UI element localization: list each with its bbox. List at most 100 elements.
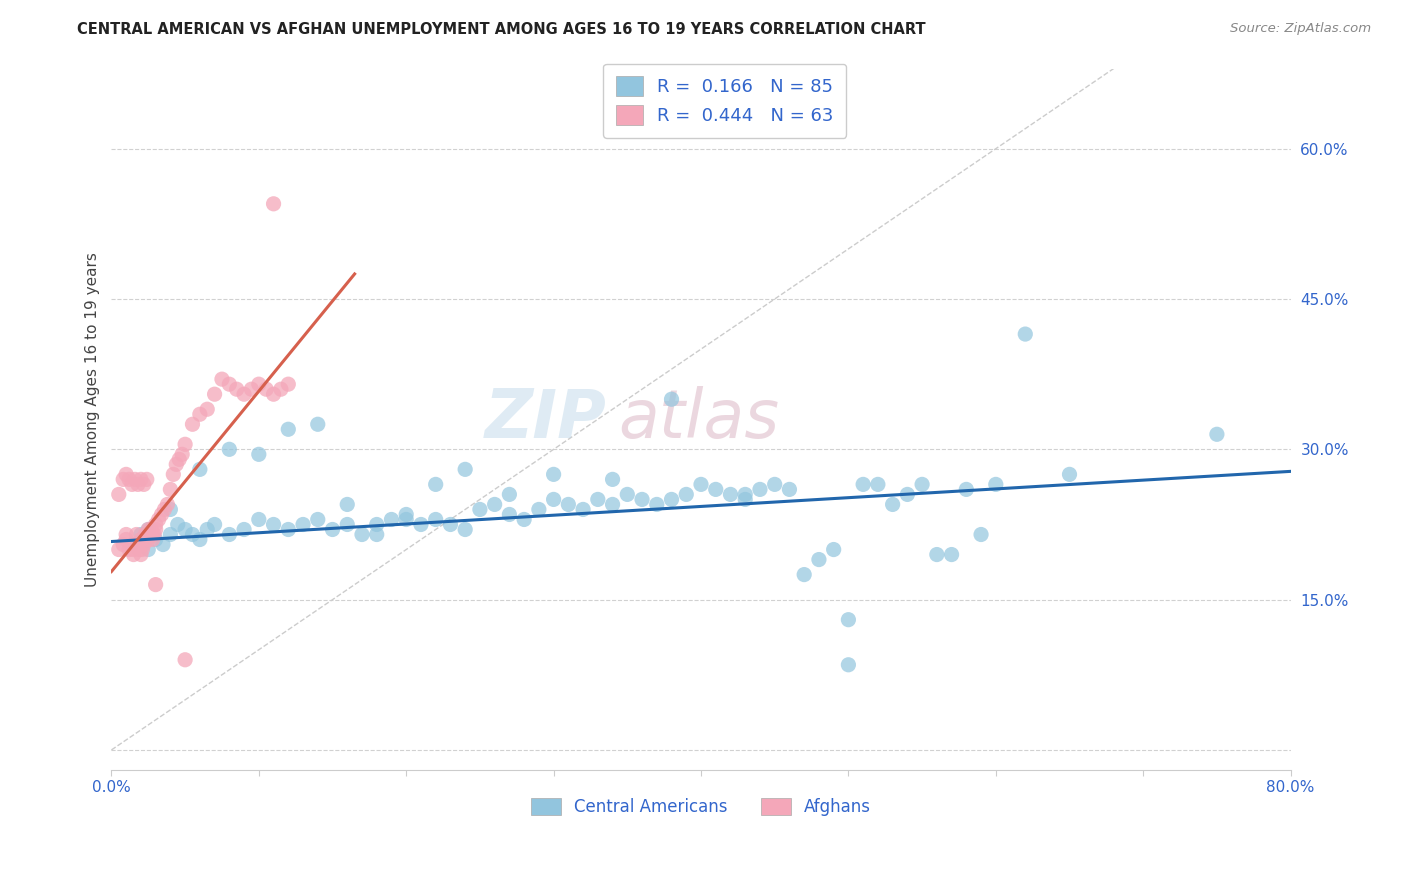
Point [145, 517, 167, 532]
Point [690, 477, 713, 491]
Point [896, 487, 918, 501]
Point [941, 548, 963, 562]
Point [132, 537, 155, 551]
Point [136, 523, 159, 537]
Point [129, 548, 152, 562]
Point [454, 462, 477, 476]
Point [336, 517, 359, 532]
Point [107, 542, 129, 557]
Point [188, 462, 211, 476]
Point [204, 387, 226, 401]
Point [121, 477, 143, 491]
Point [720, 487, 742, 501]
Point [263, 517, 285, 532]
Point [247, 377, 270, 392]
Point [134, 527, 156, 541]
Point [350, 527, 373, 541]
Point [129, 472, 152, 486]
Point [763, 477, 786, 491]
Point [195, 523, 218, 537]
Point [395, 512, 418, 526]
Point [882, 498, 904, 512]
Point [484, 498, 506, 512]
Point [254, 382, 277, 396]
Text: ZIP: ZIP [485, 386, 606, 452]
Point [307, 417, 329, 432]
Point [195, 402, 218, 417]
Point [602, 498, 624, 512]
Point [145, 533, 167, 547]
Point [225, 382, 247, 396]
Point [439, 517, 461, 532]
Point [263, 387, 285, 401]
Point [675, 487, 697, 501]
Point [145, 577, 167, 591]
Point [135, 472, 157, 486]
Point [181, 527, 204, 541]
Point [557, 498, 579, 512]
Point [823, 542, 845, 557]
Point [321, 523, 343, 537]
Point [307, 512, 329, 526]
Point [955, 483, 977, 497]
Point [188, 407, 211, 421]
Point [380, 512, 402, 526]
Point [152, 537, 174, 551]
Point [218, 527, 240, 541]
Point [704, 483, 727, 497]
Point [115, 527, 138, 541]
Point [425, 512, 447, 526]
Point [749, 483, 772, 497]
Point [124, 537, 146, 551]
Point [631, 492, 654, 507]
Point [970, 527, 993, 541]
Point [543, 467, 565, 482]
Point [270, 382, 292, 396]
Legend: Central Americans, Afghans: Central Americans, Afghans [523, 790, 880, 825]
Point [866, 477, 889, 491]
Point [159, 527, 181, 541]
Point [498, 487, 520, 501]
Point [165, 458, 187, 472]
Point [616, 487, 638, 501]
Point [141, 523, 163, 537]
Point [112, 472, 135, 486]
Point [527, 502, 550, 516]
Text: CENTRAL AMERICAN VS AFGHAN UNEMPLOYMENT AMONG AGES 16 TO 19 YEARS CORRELATION CH: CENTRAL AMERICAN VS AFGHAN UNEMPLOYMENT … [77, 22, 927, 37]
Point [409, 517, 432, 532]
Point [181, 417, 204, 432]
Point [174, 437, 197, 451]
Text: Source: ZipAtlas.com: Source: ZipAtlas.com [1230, 22, 1371, 36]
Point [124, 472, 146, 486]
Point [129, 533, 152, 547]
Point [661, 392, 683, 407]
Point [1059, 467, 1081, 482]
Point [793, 567, 815, 582]
Point [122, 542, 145, 557]
Point [138, 527, 160, 541]
Point [107, 487, 129, 501]
Point [121, 537, 143, 551]
Point [218, 442, 240, 457]
Point [159, 483, 181, 497]
Point [136, 533, 159, 547]
Point [395, 508, 418, 522]
Point [166, 517, 188, 532]
Point [118, 542, 141, 557]
Point [425, 477, 447, 491]
Point [468, 502, 491, 516]
Point [233, 387, 256, 401]
Point [174, 523, 197, 537]
Point [734, 492, 756, 507]
Point [162, 467, 184, 482]
Point [661, 492, 683, 507]
Point [513, 512, 536, 526]
Point [167, 452, 190, 467]
Point [247, 447, 270, 461]
Point [204, 517, 226, 532]
Point [277, 523, 299, 537]
Point [172, 447, 194, 461]
Point [188, 533, 211, 547]
Point [148, 512, 170, 526]
Point [837, 657, 859, 672]
